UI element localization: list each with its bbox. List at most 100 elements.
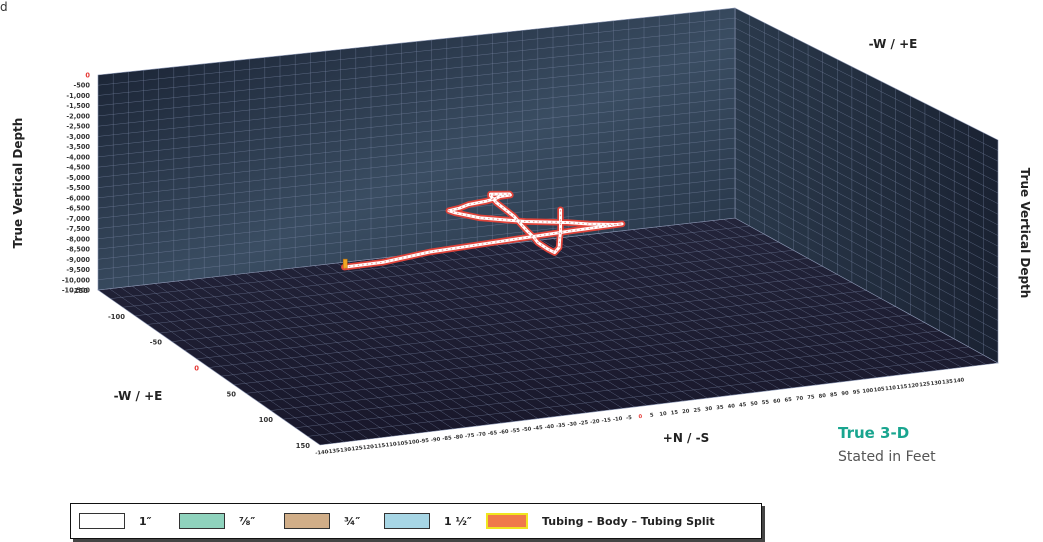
ns-tick-label: -75 <box>465 433 475 440</box>
depth-tick-label: -6,500 <box>66 205 90 213</box>
units-note: Stated in Feet <box>838 449 936 465</box>
ns-tick-label: 10 <box>659 411 667 418</box>
we-tick-label: 100 <box>259 416 273 424</box>
ns-tick-label: 75 <box>807 394 815 401</box>
vertical-axis-title: True Vertical Depth <box>11 118 25 249</box>
ns-tick-label: -135 <box>326 448 340 456</box>
right-grid-line <box>734 87 999 226</box>
depth-tick-label: -3,500 <box>66 143 90 151</box>
legend-label: 1 ½″ <box>444 514 472 528</box>
ns-tick-label: -70 <box>476 431 486 438</box>
ns-tick-label: 70 <box>796 396 804 403</box>
floor-grid-line <box>258 322 925 403</box>
floor-grid-line <box>295 346 969 429</box>
depth-tick-label: -3,000 <box>66 133 90 141</box>
ns-tick-label: 20 <box>682 408 690 415</box>
ns-tick-label: -60 <box>499 429 509 436</box>
ns-tick-label: -35 <box>556 422 566 429</box>
ns-tick-label: 45 <box>739 402 747 409</box>
ns-tick-label: -115 <box>372 443 386 451</box>
legend-item: ⅞″ <box>179 513 255 529</box>
ns-tick-label: 35 <box>716 405 724 412</box>
ns-tick-label: -125 <box>349 445 363 453</box>
ns-tick-label: -20 <box>590 419 600 426</box>
ns-tick-label: 135 <box>942 379 954 386</box>
right-grid-line <box>734 177 999 321</box>
right-grid-line <box>734 17 999 151</box>
ns-tick-label: -105 <box>395 440 409 448</box>
depth-tick-label: -2,500 <box>66 123 90 131</box>
ns-tick-label: -25 <box>578 420 588 427</box>
back-grid-line <box>97 147 736 219</box>
legend-item: 1 ½″ <box>384 513 472 529</box>
right-grid-line <box>734 27 999 162</box>
right-grid-line <box>734 207 999 353</box>
chart-view-title: True 3-D <box>838 424 910 442</box>
depth-tick-label: -9,500 <box>66 266 90 274</box>
ns-tick-label: -130 <box>338 447 352 455</box>
right-grid-line <box>734 47 999 183</box>
right-grid-line <box>734 77 999 215</box>
back-grid-line <box>97 67 736 137</box>
legend-label: ¾″ <box>344 514 361 528</box>
legend-label: Tubing – Body – Tubing Split <box>542 514 715 528</box>
floor-grid-line <box>196 282 852 360</box>
back-grid-line <box>97 97 736 168</box>
depth-tick-label: 0 <box>85 72 90 80</box>
depth-tick-label: -7,500 <box>66 225 90 233</box>
back-grid-line <box>97 117 736 188</box>
ns-tick-label: 105 <box>874 386 886 393</box>
ns-tick-label: -40 <box>544 424 554 431</box>
ns-tick-label: -95 <box>419 438 429 445</box>
depth-tick-label: -4,500 <box>66 164 90 172</box>
ns-tick-label: 80 <box>818 393 826 400</box>
depth-tick-label: -6,000 <box>66 194 90 202</box>
ns-tick-label: 125 <box>919 381 931 388</box>
left-axis-title: -W / +E <box>114 389 163 403</box>
we-tick-label: 50 <box>227 390 237 398</box>
back-grid-line <box>97 27 736 96</box>
ns-tick-label: 140 <box>953 377 965 384</box>
right-grid-line <box>734 97 999 236</box>
depth-tick-label: -8,000 <box>66 235 90 243</box>
top-axis-title: -W / +E <box>869 37 918 51</box>
ns-tick-label: -90 <box>431 437 441 444</box>
ns-tick-label: -50 <box>522 426 532 433</box>
ns-tick-label: -10 <box>613 416 623 423</box>
ns-tick-label: 15 <box>671 410 679 417</box>
back-grid-line <box>97 107 736 178</box>
legend-swatch <box>486 513 528 529</box>
back-grid-line <box>97 157 736 229</box>
ns-tick-label: 5 <box>650 412 655 418</box>
legend-item: 1″ <box>79 513 152 529</box>
depth-tick-label: -10,000 <box>62 276 91 284</box>
back-grid-line <box>97 87 736 158</box>
back-grid-line <box>97 17 736 86</box>
depth-tick-label: -1,500 <box>66 102 90 110</box>
ns-tick-label: 0 <box>638 414 643 420</box>
back-grid-line <box>97 137 736 209</box>
depth-tick-label: -7,000 <box>66 215 90 223</box>
ns-tick-label: -45 <box>533 425 543 432</box>
floor-grid-line <box>270 330 940 411</box>
right-grid-line <box>734 167 999 311</box>
ns-tick-label: 30 <box>705 406 713 413</box>
depth-tick-label: -2,000 <box>66 112 90 120</box>
depth-tick-label: -500 <box>73 82 90 90</box>
ns-tick-label: -65 <box>487 430 497 437</box>
back-grid-line <box>97 167 736 240</box>
ns-tick-label: 65 <box>784 397 792 404</box>
ns-tick-label: 50 <box>750 401 758 408</box>
ns-tick-label: -100 <box>406 439 420 447</box>
back-grid-line <box>97 197 736 270</box>
back-grid-line <box>97 207 736 280</box>
ns-tick-label: -30 <box>567 421 577 428</box>
body-marker <box>342 258 348 269</box>
back-grid-line <box>97 47 736 117</box>
floor-grid-line <box>110 225 750 299</box>
legend-label: 1″ <box>139 514 152 528</box>
floor-grid-line <box>159 258 809 334</box>
right-grid-line <box>734 107 999 247</box>
ns-tick-label: 85 <box>830 392 838 399</box>
ns-tick-label: 40 <box>727 403 735 410</box>
